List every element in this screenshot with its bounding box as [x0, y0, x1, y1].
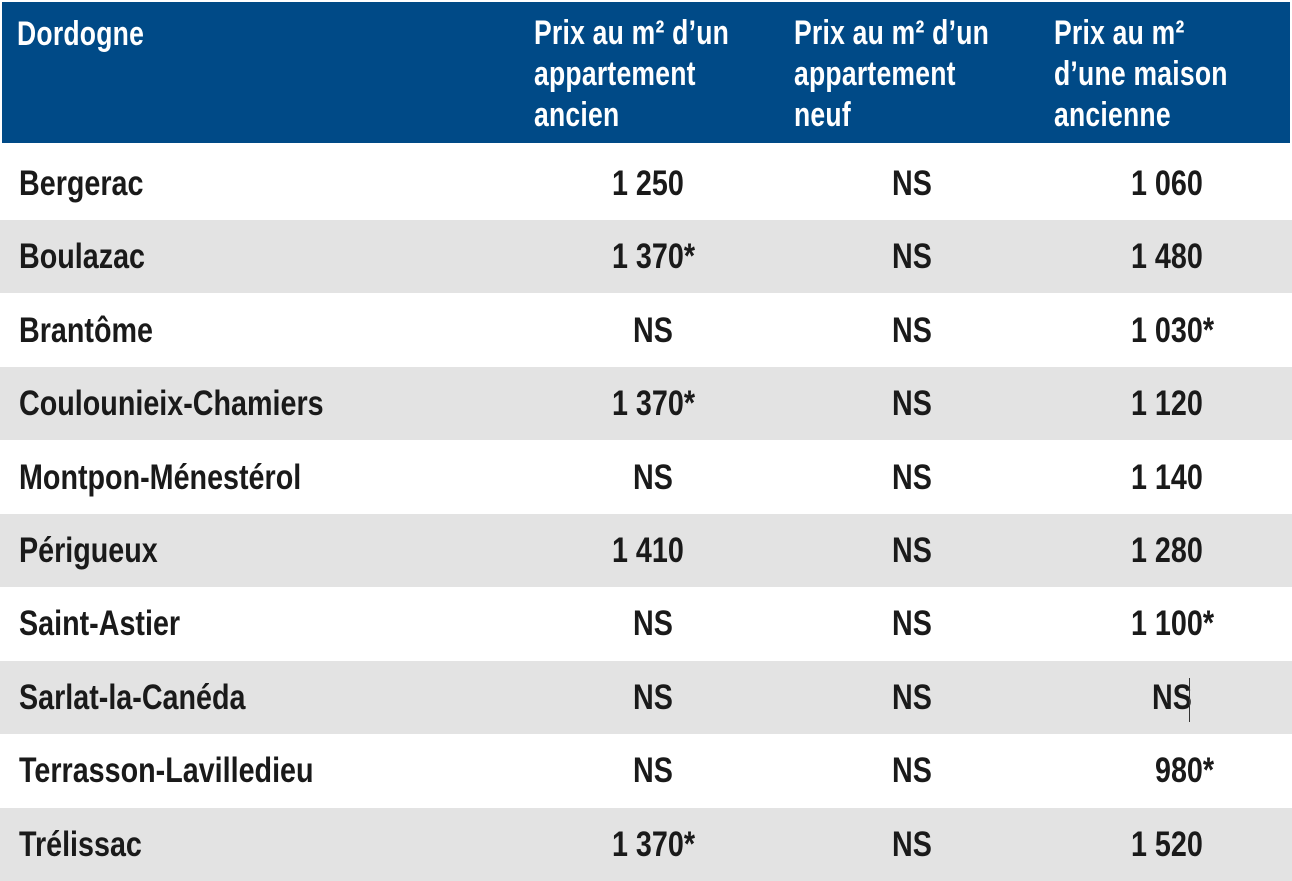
table-row: Boulazac 1 370* NS 1 480 — [0, 220, 1292, 294]
text-cursor — [1189, 678, 1190, 722]
header-dordogne: Dordogne — [17, 15, 145, 53]
cell-maison-ancienne: 980* — [1155, 751, 1215, 791]
cell-appart-ancien: NS — [633, 457, 673, 497]
cell-appart-ancien: NS — [633, 310, 673, 350]
cell-appart-neuf: NS — [892, 384, 932, 424]
cell-appart-ancien: 1 410 — [612, 531, 684, 570]
table-row: Trélissac 1 370* NS 1 520 — [0, 807, 1292, 881]
header-maison-ancienne: Prix au m² d’une maison ancienne — [1054, 14, 1228, 134]
table-row: Périgueux 1 410 NS 1 280 — [0, 514, 1292, 587]
table-row: Coulounieix-Chamiers 1 370* NS 1 120 — [0, 367, 1292, 441]
cell-appart-ancien: NS — [633, 677, 673, 717]
cell-appart-neuf: NS — [892, 677, 932, 717]
cell-appart-neuf: NS — [892, 531, 932, 570]
cell-commune: Trélissac — [19, 824, 142, 864]
cell-commune: Saint-Astier — [19, 604, 181, 644]
cell-commune: Sarlat-la-Canéda — [19, 677, 246, 717]
cell-commune: Terrasson-Lavilledieu — [19, 751, 314, 791]
cell-maison-ancienne: 1 030* — [1131, 310, 1214, 350]
table-row: Terrasson-Lavilledieu NS NS 980* — [0, 734, 1292, 807]
cell-commune: Boulazac — [19, 237, 145, 277]
table-row: Saint-Astier NS NS 1 100* — [0, 587, 1292, 660]
cell-appart-neuf: NS — [892, 164, 932, 203]
cell-commune: Brantôme — [19, 310, 153, 350]
cell-appart-ancien: 1 250 — [612, 164, 684, 203]
table-row: Sarlat-la-Canéda NS NS NS — [0, 660, 1292, 734]
cell-maison-ancienne: 1 280 — [1131, 531, 1203, 570]
table-row: Montpon-Ménestérol NS NS 1 140 — [0, 441, 1292, 514]
cell-commune: Bergerac — [19, 164, 144, 203]
table-row: Bergerac 1 250 NS 1 060 — [0, 147, 1292, 220]
cell-appart-ancien: 1 370* — [612, 237, 695, 277]
cell-maison-ancienne: 1 480 — [1131, 237, 1203, 277]
cell-maison-ancienne: 1 060 — [1131, 164, 1203, 203]
cell-maison-ancienne: 1 520 — [1131, 824, 1203, 864]
cell-commune: Montpon-Ménestérol — [19, 457, 302, 497]
cell-appart-neuf: NS — [892, 824, 932, 864]
cell-commune: Coulounieix-Chamiers — [19, 384, 324, 424]
cell-appart-ancien: NS — [633, 751, 673, 791]
cell-maison-ancienne: NS — [1152, 677, 1192, 717]
cell-appart-neuf: NS — [892, 604, 932, 644]
cell-maison-ancienne: 1 120 — [1131, 384, 1203, 424]
cell-maison-ancienne: 1 100* — [1131, 604, 1214, 644]
cell-appart-ancien: 1 370* — [612, 824, 695, 864]
header-appart-ancien: Prix au m² d’un appartement ancien — [534, 14, 730, 134]
cell-commune: Périgueux — [19, 531, 158, 570]
cell-appart-neuf: NS — [892, 457, 932, 497]
table-header: Dordogne Prix au m² d’un appartement ancie… — [2, 2, 1290, 143]
cell-appart-neuf: NS — [892, 310, 932, 350]
cell-maison-ancienne: 1 140 — [1131, 457, 1203, 497]
cell-appart-neuf: NS — [892, 751, 932, 791]
header-appart-neuf: Prix au m² d’un appartement neuf — [794, 14, 990, 134]
table-row: Brantôme NS NS 1 030* — [0, 294, 1292, 367]
cell-appart-ancien: 1 370* — [612, 384, 695, 424]
cell-appart-ancien: NS — [633, 604, 673, 644]
cell-appart-neuf: NS — [892, 237, 932, 277]
